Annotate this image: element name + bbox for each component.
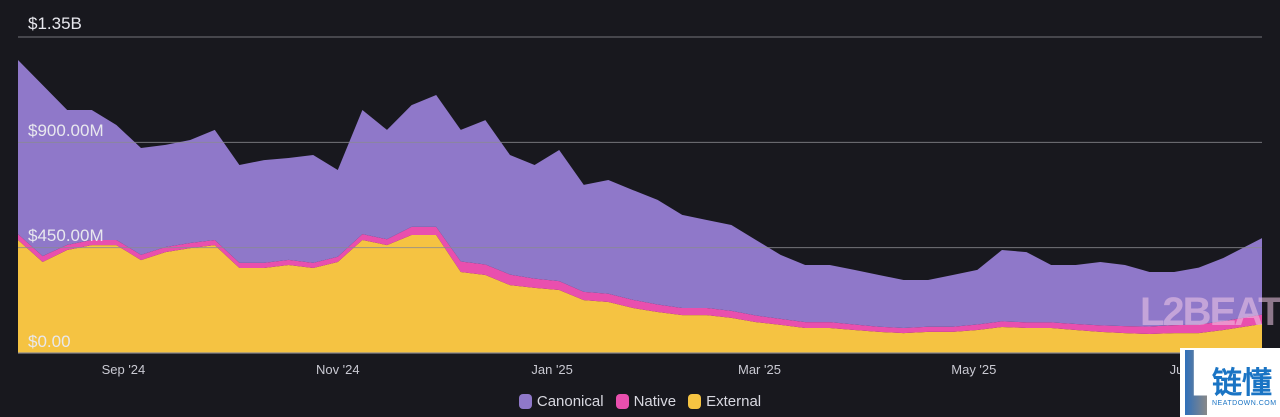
l2beat-watermark: L2BEAT — [1140, 290, 1280, 334]
legend: Canonical Native External — [0, 393, 1280, 410]
legend-label: External — [706, 393, 762, 410]
external-swatch — [688, 394, 702, 409]
y-tick-label: $0.00 — [28, 332, 71, 351]
legend-item-native[interactable]: Native — [615, 393, 677, 410]
legend-item-external[interactable]: External — [688, 393, 761, 410]
legend-item-canonical[interactable]: Canonical — [518, 393, 604, 410]
y-tick-label: $1.35B — [28, 14, 82, 33]
neatdown-logo: 链懂 NEATDOWN.COM — [1180, 348, 1280, 417]
canonical-swatch — [518, 394, 532, 409]
legend-label: Native — [633, 393, 677, 410]
x-tick-label: Jan '25 — [531, 362, 573, 377]
y-tick-label: $900.00M — [28, 121, 104, 140]
logo-mark-icon — [1185, 350, 1207, 415]
x-tick-label: Sep '24 — [101, 362, 146, 377]
legend-label: Canonical — [536, 393, 604, 410]
x-tick-label: Mar '25 — [737, 362, 781, 377]
area-canonical — [18, 59, 1262, 328]
logo-title: 链懂 — [1212, 367, 1272, 400]
area-external — [18, 235, 1262, 353]
native-swatch — [615, 394, 629, 409]
logo-subtitle: NEATDOWN.COM — [1212, 400, 1277, 407]
x-tick-label: May '25 — [951, 362, 997, 377]
x-tick-label: Nov '24 — [315, 362, 360, 377]
y-tick-label: $450.00M — [28, 226, 104, 245]
